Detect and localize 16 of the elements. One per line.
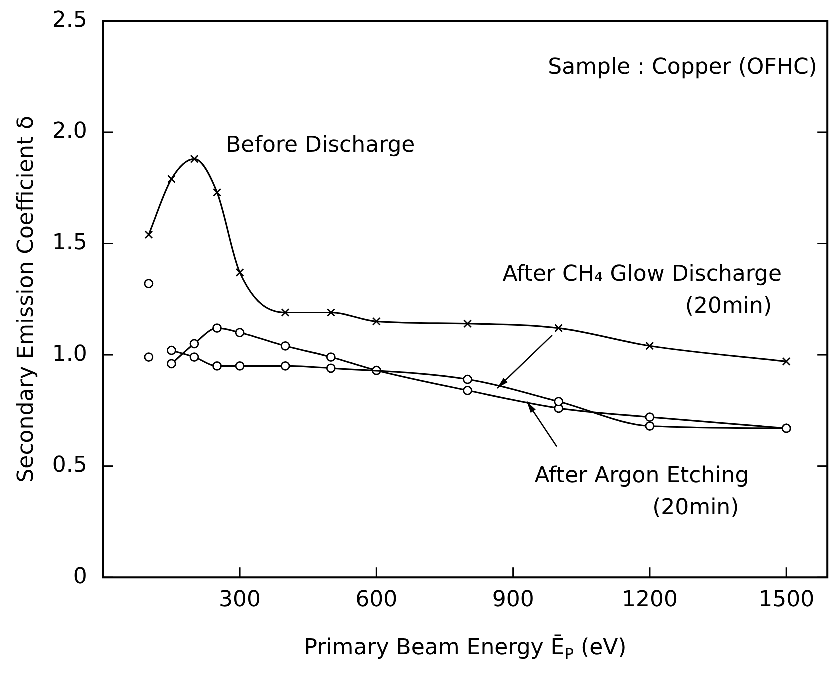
x-tick-label: 1500 [758,588,815,613]
y-tick-label: 1.5 [52,230,88,256]
x-tick-label: 300 [219,588,262,613]
x-tick-label: 900 [492,588,534,613]
y-tick-label: 2.5 [52,8,88,33]
y-tick-label: 0 [73,564,88,590]
annotation: After Argon Etching (20min) [534,463,750,520]
x-tick-label: 600 [356,588,398,613]
annotation: Before Discharge [226,133,416,158]
y-tick-label: 0.5 [52,453,88,478]
x-tick-label: 1200 [622,588,678,613]
y-axis-title: Secondary Emission Coefficient δ [14,116,39,483]
y-tick-label: 2.0 [52,119,88,144]
annotation: Sample : Copper (OFHC) [548,55,818,80]
annotation: After CH₄ Glow Discharge (20min) [502,262,782,320]
y-tick-label: 1.0 [52,342,88,367]
